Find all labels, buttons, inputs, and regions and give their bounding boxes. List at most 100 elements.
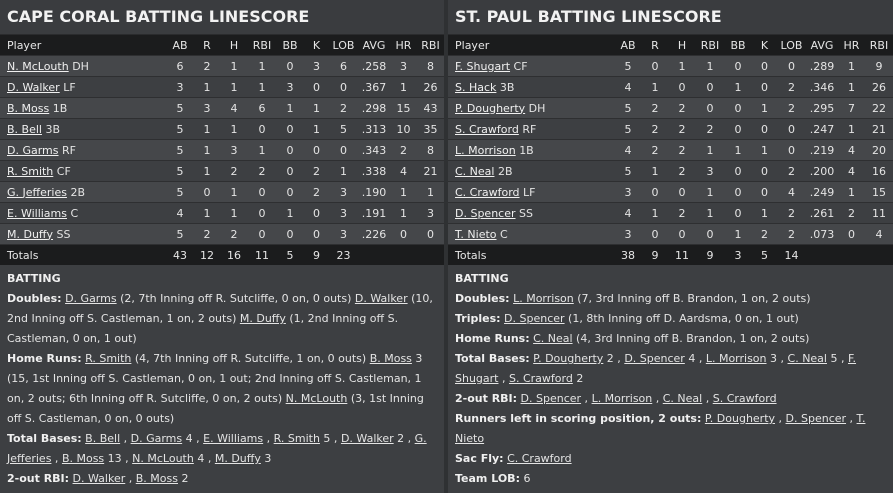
player-link[interactable]: C. Crawford [507, 452, 572, 465]
col-player[interactable]: Player [448, 35, 614, 56]
player-link[interactable]: C. Neal [787, 352, 827, 365]
stat-bb: 0 [276, 55, 304, 77]
player-link[interactable]: B. Moss [369, 352, 412, 365]
stat-ab: 5 [614, 55, 642, 77]
player-cell: D. Garms RF [0, 139, 166, 161]
stat-ab: 5 [166, 97, 194, 119]
stat-h: 2 [668, 202, 696, 224]
stat-avg: .247 [806, 118, 838, 140]
stat-rbi2: 1 [417, 181, 444, 203]
player-link[interactable]: D. Spencer [520, 392, 582, 405]
col-ab[interactable]: AB [166, 35, 194, 56]
player-link[interactable]: S. Crawford [508, 372, 573, 385]
player-link[interactable]: T. Nieto [455, 412, 866, 445]
col-ab[interactable]: AB [614, 35, 642, 56]
player-cell: B. Moss 1B [0, 97, 166, 119]
col-bb[interactable]: BB [276, 35, 304, 56]
stat-rbi2: 20 [865, 139, 893, 161]
col-k[interactable]: K [752, 35, 777, 56]
player-name-link[interactable]: M. Duffy [7, 227, 54, 241]
player-link[interactable]: M. Duffy [214, 452, 261, 465]
player-link[interactable]: D. Walker [72, 472, 126, 485]
player-link[interactable]: E. Williams [203, 432, 264, 445]
player-name-link[interactable]: P. Dougherty [455, 101, 526, 115]
col-season-rbi[interactable]: RBI [865, 35, 893, 56]
player-row: B. Bell 3B 5 1 1 0 0 1 5.313 10 35 [0, 118, 444, 140]
player-link[interactable]: S. Crawford [712, 392, 777, 405]
col-rbi[interactable]: RBI [248, 35, 276, 56]
col-r[interactable]: R [642, 35, 668, 56]
player-link[interactable]: F. Shugart [455, 352, 857, 385]
col-lob[interactable]: LOB [777, 35, 806, 56]
player-link[interactable]: D. Garms [65, 292, 117, 305]
player-link[interactable]: M. Duffy [239, 312, 286, 325]
col-hr[interactable]: HR [390, 35, 417, 56]
player-link[interactable]: N. McLouth [132, 452, 194, 465]
stat-rbi2: 8 [417, 55, 444, 77]
stat-bb: 0 [276, 139, 304, 161]
player-name-link[interactable]: C. Crawford [455, 185, 520, 199]
col-r[interactable]: R [194, 35, 220, 56]
cape-coral-panel: CAPE CORAL BATTING LINESCORE Player AB R… [0, 0, 444, 493]
col-k[interactable]: K [304, 35, 329, 56]
player-link[interactable]: L. Morrison [513, 292, 574, 305]
stat-ab: 5 [166, 223, 194, 245]
player-link[interactable]: L. Morrison [591, 392, 653, 405]
player-link[interactable]: L. Morrison [705, 352, 767, 365]
player-link[interactable]: B. Moss [61, 452, 105, 465]
player-name-link[interactable]: E. Williams [7, 206, 67, 220]
player-name-link[interactable]: R. Smith [7, 164, 54, 178]
player-row: E. Williams C 4 1 1 0 1 0 3.191 1 3 [0, 202, 444, 224]
col-lob[interactable]: LOB [329, 35, 358, 56]
player-name-link[interactable]: D. Walker [7, 80, 60, 94]
player-name-link[interactable]: G. Jefferies [7, 185, 67, 199]
col-avg[interactable]: AVG [358, 35, 390, 56]
header-row: Player AB R H RBI BB K LOB AVG HR RBI [448, 35, 893, 56]
col-season-rbi[interactable]: RBI [417, 35, 444, 56]
stat-bb: 0 [276, 160, 304, 182]
totals-h: 11 [668, 244, 696, 265]
player-link[interactable]: D. Walker [354, 292, 408, 305]
player-link[interactable]: R. Smith [85, 352, 132, 365]
col-player[interactable]: Player [0, 35, 166, 56]
player-name-link[interactable]: F. Shugart [455, 59, 511, 73]
col-h[interactable]: H [220, 35, 248, 56]
player-link[interactable]: D. Garms [130, 432, 183, 445]
player-link[interactable]: N. McLouth [285, 392, 348, 405]
player-name-link[interactable]: N. McLouth [7, 59, 69, 73]
col-avg[interactable]: AVG [806, 35, 838, 56]
player-link[interactable]: R. Smith [273, 432, 320, 445]
player-name-link[interactable]: S. Crawford [455, 122, 519, 136]
stat-avg: .313 [358, 118, 390, 140]
player-name-link[interactable]: D. Garms [7, 143, 59, 157]
player-name-link[interactable]: S. Hack [455, 80, 497, 94]
player-link[interactable]: D. Walker [340, 432, 394, 445]
player-name-link[interactable]: T. Nieto [455, 227, 497, 241]
col-hr[interactable]: HR [838, 35, 865, 56]
player-link[interactable]: G. Jefferies [7, 432, 427, 465]
player-link[interactable]: B. Bell [85, 432, 121, 445]
panel-title: CAPE CORAL BATTING LINESCORE [0, 0, 444, 35]
player-name-link[interactable]: D. Spencer [455, 206, 516, 220]
player-name-link[interactable]: B. Bell [7, 122, 42, 136]
stat-rbi: 1 [696, 55, 724, 77]
player-link[interactable]: C. Neal [533, 332, 573, 345]
col-h[interactable]: H [668, 35, 696, 56]
player-link[interactable]: C. Neal [662, 392, 703, 405]
player-link[interactable]: D. Spencer [785, 412, 847, 425]
player-link[interactable]: D. Spencer [504, 312, 565, 325]
player-link[interactable]: D. Spencer [624, 352, 685, 365]
player-link[interactable]: B. Moss [135, 472, 178, 485]
player-name-link[interactable]: B. Moss [7, 101, 50, 115]
player-name-link[interactable]: C. Neal [455, 164, 495, 178]
col-bb[interactable]: BB [724, 35, 752, 56]
player-name-link[interactable]: L. Morrison [455, 143, 516, 157]
player-position: DH [72, 59, 89, 73]
stat-ab: 4 [614, 76, 642, 98]
totals-label: Totals [0, 244, 166, 265]
player-link[interactable]: P. Dougherty [533, 352, 604, 365]
col-rbi[interactable]: RBI [696, 35, 724, 56]
player-link[interactable]: P. Dougherty [704, 412, 776, 425]
sac-fly-label: Sac Fly: [455, 452, 504, 465]
player-rows: F. Shugart CF 5 0 1 1 0 0 0.289 1 9 S. Hack 3B 4 1 0 0… [448, 55, 893, 245]
